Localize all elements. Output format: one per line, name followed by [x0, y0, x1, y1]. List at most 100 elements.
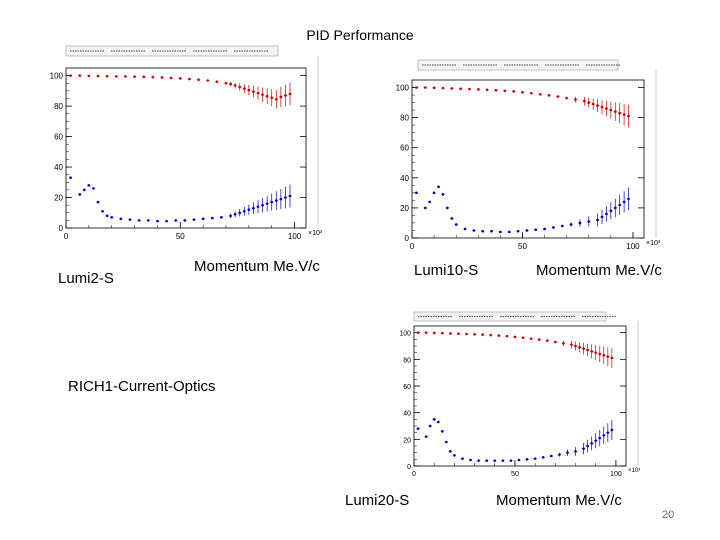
misid-point — [507, 230, 511, 234]
misid-point — [594, 439, 598, 442]
misid-point — [481, 229, 485, 233]
x-multiplier: ×10³ — [628, 468, 640, 474]
efficiency-point — [87, 74, 91, 78]
misid-point — [416, 427, 420, 430]
efficiency-point — [494, 88, 498, 92]
y-tick-label: 20 — [403, 437, 411, 444]
misid-point — [274, 199, 278, 202]
misid-point — [543, 227, 546, 231]
efficiency-point — [565, 96, 568, 100]
misid-point — [119, 217, 123, 221]
misid-point — [229, 214, 232, 218]
efficiency-point — [613, 110, 617, 113]
efficiency-point — [591, 102, 595, 106]
efficiency-point — [124, 75, 127, 78]
misid-point — [586, 444, 589, 448]
x-tick-label: 100 — [626, 242, 640, 251]
misid-point — [509, 459, 513, 462]
misid-point — [110, 216, 114, 219]
misid-point — [252, 206, 255, 210]
misid-point — [477, 459, 480, 462]
plot-label-lumi2-s: Lumi2-S — [58, 270, 114, 287]
misid-point — [609, 209, 613, 213]
misid-point — [69, 176, 72, 180]
misid-point — [627, 197, 630, 201]
misid-point — [247, 208, 251, 212]
efficiency-point — [432, 86, 436, 90]
x-tick-label: 0 — [412, 471, 416, 478]
misid-point — [101, 209, 104, 213]
efficiency-point — [415, 86, 418, 89]
misid-point — [499, 230, 502, 234]
efficiency-point — [450, 87, 454, 90]
efficiency-point — [242, 87, 246, 90]
misid-point — [424, 435, 428, 438]
plot-lumi10-s: 0 20 40 60 80 100 0 50 100 ×10³ — [396, 59, 661, 251]
y-tick-label: 100 — [399, 331, 411, 338]
efficiency-point — [288, 92, 292, 96]
efficiency-point — [529, 337, 533, 340]
efficiency-point — [229, 82, 232, 86]
misid-point — [183, 219, 187, 222]
efficiency-point — [252, 90, 255, 93]
efficiency-point — [562, 342, 565, 345]
misid-point — [284, 196, 287, 199]
misid-point — [560, 224, 564, 228]
y-tick-label: 40 — [400, 174, 409, 183]
misid-point — [461, 457, 464, 460]
efficiency-point — [574, 98, 577, 101]
efficiency-point — [476, 88, 480, 91]
efficiency-point — [596, 104, 599, 107]
efficiency-point — [622, 113, 626, 116]
efficiency-point — [114, 75, 118, 78]
efficiency-point — [570, 343, 573, 346]
misid-point — [238, 211, 242, 215]
efficiency-point — [96, 74, 100, 78]
efficiency-point — [206, 79, 210, 82]
efficiency-point — [554, 340, 557, 344]
efficiency-point — [594, 351, 598, 354]
efficiency-point — [497, 334, 501, 337]
misid-point — [437, 185, 440, 189]
efficiency-point — [274, 97, 278, 101]
efficiency-point — [432, 331, 436, 335]
slide-title: PID Performance — [306, 27, 414, 43]
x-tick-label: 0 — [410, 242, 415, 251]
plot-lumi20-s: 0 20 40 60 80 100 0 50 100 ×10³ — [399, 311, 640, 478]
efficiency-point — [468, 87, 471, 91]
misid-point — [569, 223, 573, 226]
efficiency-point — [583, 99, 586, 103]
efficiency-point — [188, 77, 191, 81]
efficiency-point — [481, 333, 484, 336]
y-tick-label: 20 — [54, 194, 63, 203]
plot-lumi2-s: 0 20 40 60 80 100 0 50 100 ×10³ — [50, 45, 323, 241]
plot-frame — [411, 79, 645, 239]
efficiency-point — [224, 81, 228, 85]
y-tick-label: 80 — [400, 114, 409, 123]
misid-point — [590, 442, 593, 445]
y-tick-label: 60 — [403, 384, 411, 391]
misid-point — [242, 209, 246, 213]
efficiency-point — [105, 74, 109, 78]
misid-point — [598, 436, 602, 440]
misid-point — [534, 228, 538, 232]
misid-point — [578, 221, 582, 225]
efficiency-point — [605, 107, 608, 110]
efficiency-point — [178, 77, 182, 80]
y-tick-label: 100 — [50, 72, 64, 81]
efficiency-point — [142, 75, 146, 79]
misid-point — [450, 217, 454, 220]
misid-point — [174, 219, 178, 222]
efficiency-point — [513, 335, 517, 339]
misid-point — [549, 454, 553, 458]
misid-point — [78, 193, 82, 196]
plot-label-lumi20-s: Lumi20-S — [345, 492, 410, 509]
misid-point — [485, 459, 488, 462]
misid-point — [265, 202, 269, 205]
misid-point — [449, 450, 452, 453]
efficiency-point — [582, 347, 585, 350]
misid-point — [279, 197, 283, 201]
misid-point — [525, 229, 529, 232]
efficiency-point — [587, 101, 591, 104]
misid-point — [517, 458, 521, 462]
